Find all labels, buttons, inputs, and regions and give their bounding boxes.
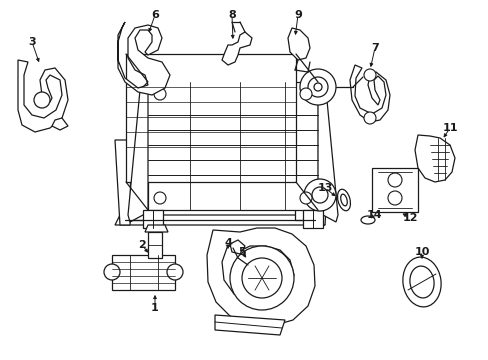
Circle shape (242, 258, 282, 298)
Polygon shape (414, 135, 454, 182)
Text: 14: 14 (366, 210, 382, 220)
Polygon shape (148, 75, 200, 85)
Circle shape (154, 88, 165, 100)
Polygon shape (130, 150, 150, 220)
Polygon shape (148, 232, 162, 258)
Polygon shape (222, 245, 293, 304)
Text: 8: 8 (228, 10, 235, 20)
Polygon shape (349, 65, 389, 122)
Text: 1: 1 (151, 303, 159, 313)
Polygon shape (287, 28, 309, 60)
Polygon shape (309, 140, 329, 225)
Circle shape (299, 69, 335, 105)
Polygon shape (215, 315, 285, 335)
Circle shape (34, 92, 50, 108)
Polygon shape (18, 60, 68, 132)
Text: 11: 11 (441, 123, 457, 133)
Polygon shape (371, 168, 417, 212)
Polygon shape (52, 118, 68, 130)
Polygon shape (112, 255, 175, 290)
Circle shape (311, 187, 327, 203)
Circle shape (154, 192, 165, 204)
Circle shape (167, 264, 183, 280)
Ellipse shape (340, 194, 346, 206)
Polygon shape (145, 225, 168, 232)
Circle shape (104, 264, 120, 280)
Ellipse shape (337, 189, 350, 211)
Text: 6: 6 (151, 10, 159, 20)
Circle shape (387, 191, 401, 205)
Polygon shape (118, 22, 170, 95)
Text: 10: 10 (413, 247, 429, 257)
Polygon shape (128, 82, 148, 222)
Polygon shape (142, 210, 163, 228)
Circle shape (304, 179, 335, 211)
Ellipse shape (409, 266, 433, 298)
Polygon shape (126, 54, 295, 182)
Ellipse shape (360, 216, 374, 224)
Text: 5: 5 (238, 247, 245, 257)
Circle shape (229, 246, 293, 310)
Circle shape (387, 173, 401, 187)
Polygon shape (130, 140, 314, 150)
Ellipse shape (402, 257, 440, 307)
Text: 7: 7 (370, 43, 378, 53)
Circle shape (307, 77, 327, 97)
Circle shape (299, 192, 311, 204)
Polygon shape (317, 82, 337, 222)
Text: 4: 4 (224, 238, 231, 248)
Polygon shape (115, 215, 325, 225)
Text: 12: 12 (402, 213, 417, 223)
Circle shape (363, 112, 375, 124)
Polygon shape (294, 150, 314, 220)
Text: 2: 2 (138, 240, 145, 250)
Polygon shape (115, 140, 135, 225)
Circle shape (313, 83, 321, 91)
Text: 3: 3 (28, 37, 36, 47)
Text: 13: 13 (317, 183, 332, 193)
Polygon shape (222, 32, 251, 65)
Polygon shape (148, 82, 317, 210)
Polygon shape (229, 240, 244, 254)
Circle shape (299, 88, 311, 100)
Polygon shape (206, 228, 314, 326)
Text: 9: 9 (293, 10, 301, 20)
Circle shape (363, 69, 375, 81)
Polygon shape (303, 210, 323, 228)
